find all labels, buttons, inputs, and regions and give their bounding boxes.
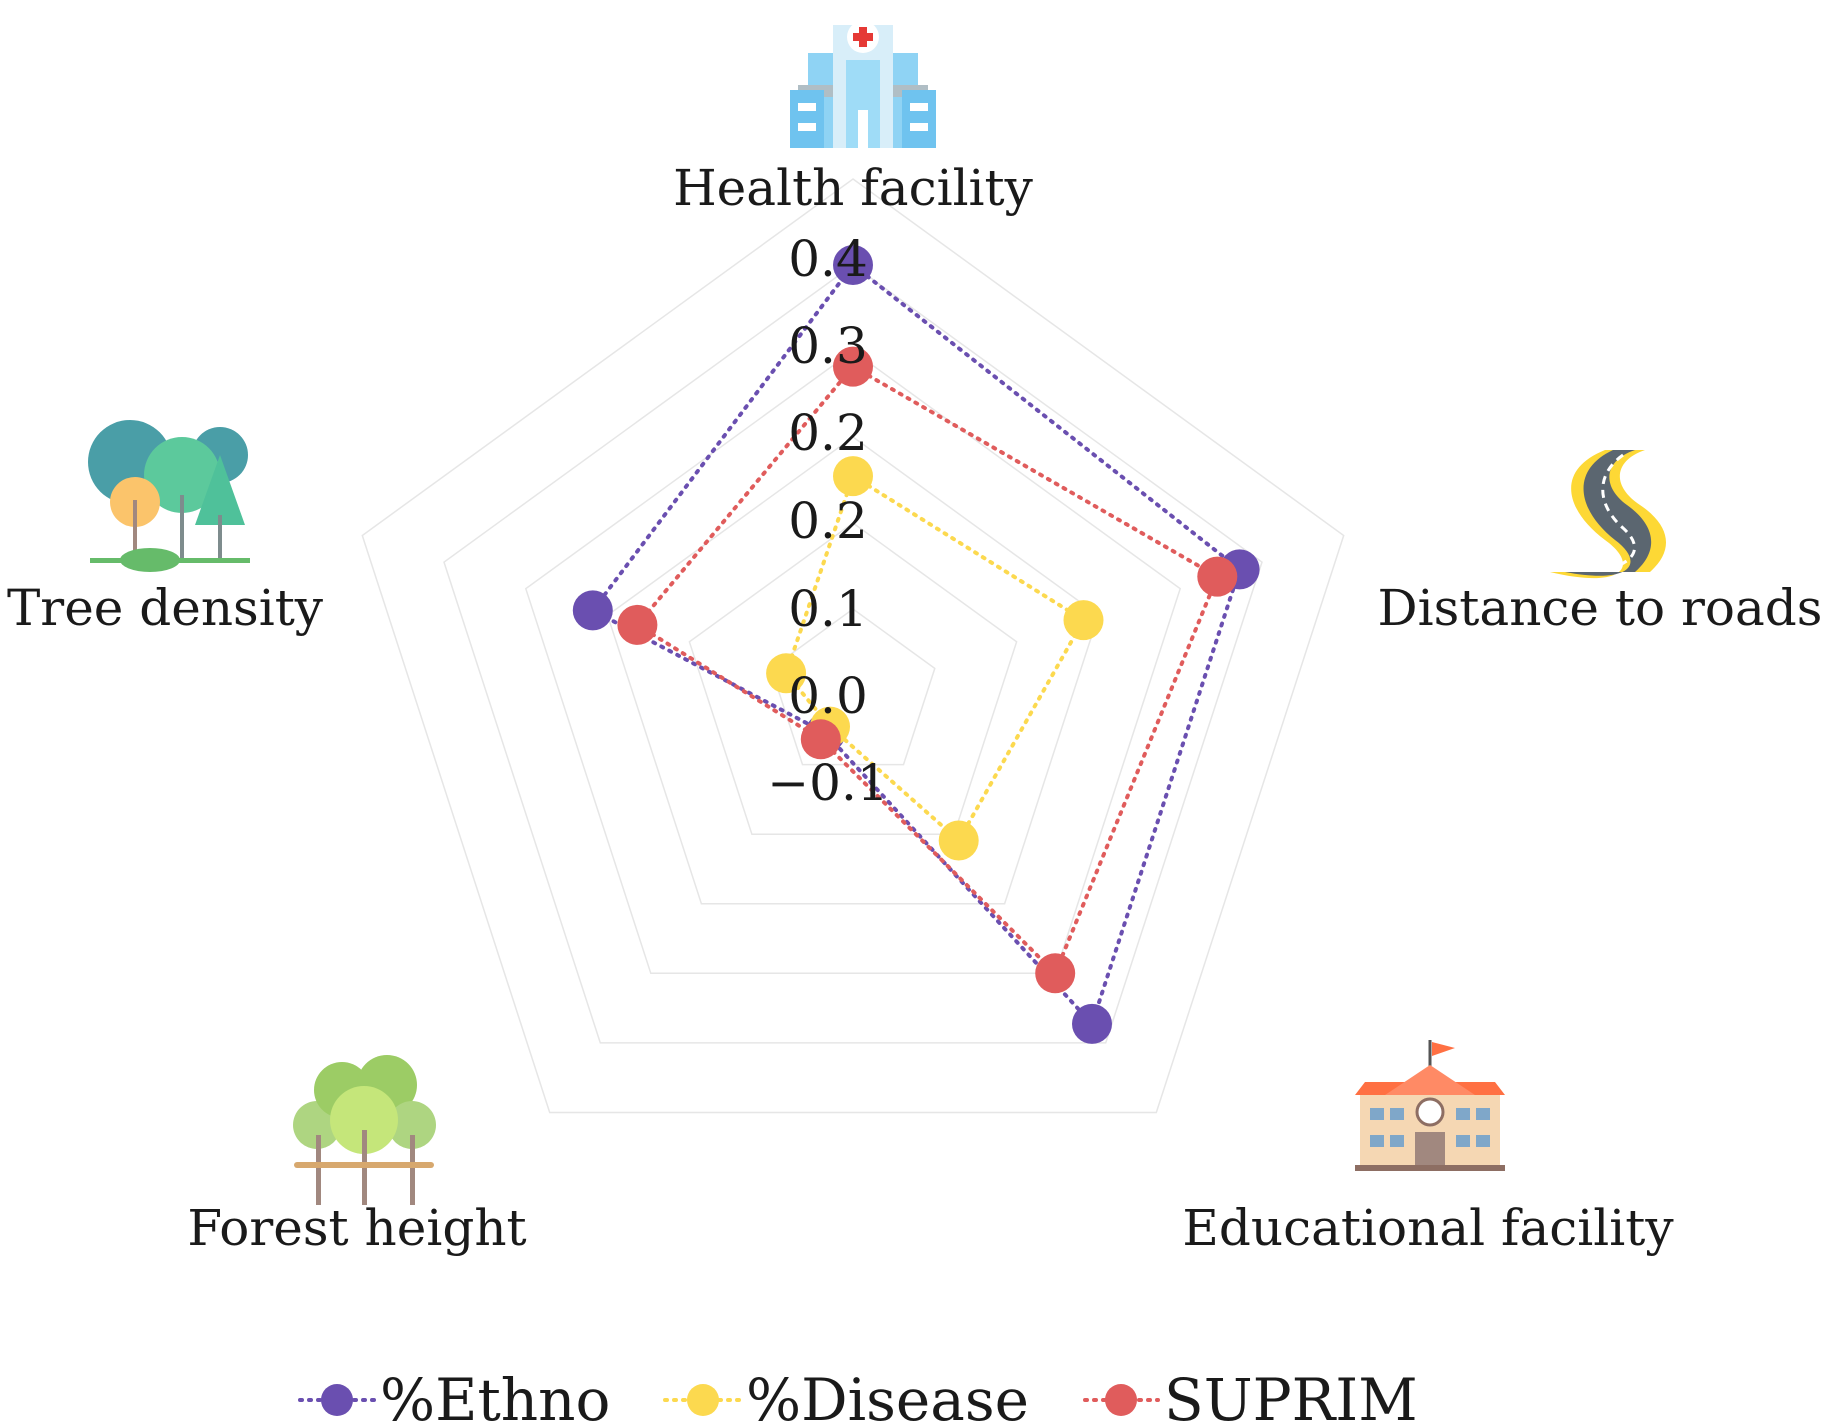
grid-ring-4	[524, 350, 1182, 975]
legend-label-suprim: SUPRIM	[1164, 1366, 1418, 1428]
point-suprim-3	[800, 719, 841, 760]
grid-ring-2	[688, 522, 1018, 835]
radial-tick-labels: −0.1 0.0 0.1 0.2 0.2 0.3 0.4	[767, 230, 888, 812]
radar-series	[572, 245, 1260, 1044]
tick-label-3: 0.2	[788, 492, 868, 550]
tick-label-1: 0.0	[788, 667, 868, 725]
series-line-ethno	[589, 262, 1242, 1028]
point-disease-1	[1063, 600, 1104, 641]
legend-entry-suprim: SUPRIM	[1083, 1366, 1418, 1428]
forest-icon	[293, 1055, 436, 1205]
axis-label-health-facility: Health facility	[673, 159, 1034, 217]
point-ethno-4	[572, 590, 613, 631]
legend-label-disease: %Disease	[746, 1366, 1029, 1428]
point-ethno-2	[1072, 1003, 1112, 1044]
series-suprim	[617, 346, 1238, 994]
legend-label-ethno: %Ethno	[380, 1366, 610, 1428]
point-disease-0	[833, 456, 873, 497]
tick-label-6: 0.4	[788, 230, 868, 288]
point-suprim-4	[617, 604, 658, 645]
radar-grid	[361, 178, 1345, 1114]
point-suprim-0	[833, 346, 873, 387]
school-icon	[1355, 1040, 1505, 1171]
axis-label-tree-density: Tree density	[7, 579, 324, 637]
hospital-icon	[790, 21, 936, 148]
tick-label-4: 0.2	[788, 404, 868, 462]
tick-label-0: −0.1	[767, 754, 888, 812]
series-line-suprim	[634, 364, 1220, 977]
point-ethno-0	[833, 245, 873, 285]
trees-icon	[88, 420, 250, 572]
grid-ring-3	[606, 436, 1100, 905]
axis-label-educational-facility: Educational facility	[1182, 1199, 1674, 1257]
tick-label-5: 0.3	[788, 317, 868, 375]
legend-marker-suprim	[1105, 1384, 1137, 1416]
legend-marker-ethno	[321, 1384, 353, 1416]
legend-entry-disease: %Disease	[663, 1366, 1029, 1428]
axis-label-forest-height: Forest height	[187, 1199, 526, 1257]
point-suprim-1	[1197, 556, 1238, 597]
point-disease-4	[766, 653, 807, 694]
point-suprim-2	[1035, 953, 1076, 994]
series-line-disease	[783, 473, 1087, 844]
road-icon	[1550, 450, 1667, 579]
tick-label-2: 0.1	[788, 580, 868, 638]
grid-ring-5	[443, 264, 1263, 1044]
point-disease-2	[938, 820, 979, 861]
series-ethno	[572, 245, 1260, 1044]
grid-ring-6	[361, 178, 1345, 1114]
legend-marker-disease	[687, 1384, 719, 1416]
axis-label-distance-to-roads: Distance to roads	[1378, 579, 1823, 637]
legend-entry-ethno: %Ethno	[298, 1366, 610, 1428]
legend: %Ethno %Disease SUPRIM	[298, 1366, 1418, 1428]
